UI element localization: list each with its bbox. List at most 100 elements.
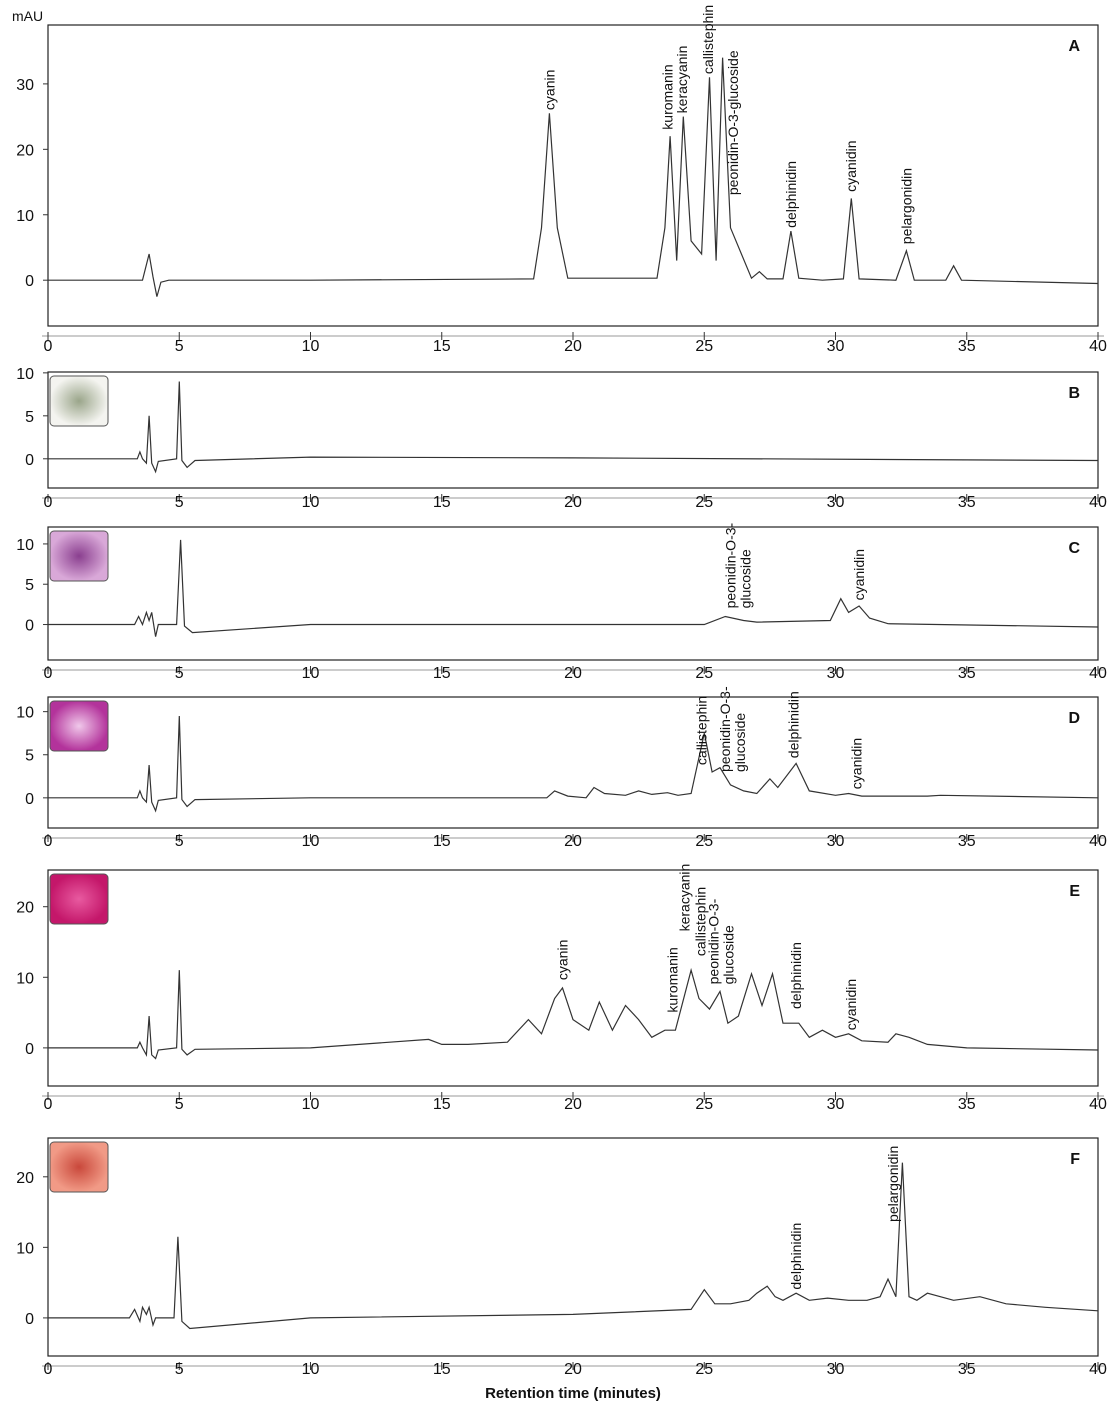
x-tick-label: 10: [302, 494, 320, 511]
peak-label: delphinidin: [788, 1223, 804, 1290]
x-tick-label: 30: [827, 665, 845, 682]
peak-label: pelargonidin: [885, 1146, 901, 1222]
x-tick-label: 15: [433, 665, 451, 682]
panel-letter: F: [1070, 1151, 1080, 1168]
y-tick-label: 10: [16, 537, 34, 554]
flower-thumbnail: [50, 531, 108, 581]
chromatogram-trace: [48, 970, 1098, 1058]
peak-label: delphinidin: [786, 691, 802, 758]
peak-label: keracyanin: [677, 864, 693, 932]
flower-thumbnail: [50, 1142, 108, 1192]
chromatogram-trace: [48, 382, 1098, 472]
x-tick-label: 0: [44, 665, 53, 682]
peak-label: cyanidin: [851, 549, 867, 600]
panel-letter: B: [1068, 385, 1080, 402]
peak-label: glucoside: [720, 925, 736, 984]
x-tick-label: 40: [1089, 833, 1107, 850]
y-tick-label: 20: [16, 142, 34, 159]
plot-frame: [48, 25, 1098, 326]
x-tick-label: 10: [302, 1096, 320, 1113]
x-tick-label: 5: [175, 665, 184, 682]
plot-frame: [48, 527, 1098, 660]
x-tick-label: 20: [564, 833, 582, 850]
x-tick-label: 0: [44, 338, 53, 355]
x-tick-label: 5: [175, 833, 184, 850]
y-tick-label: 5: [25, 409, 34, 426]
peak-label: peonidin-O-3-: [723, 522, 739, 608]
x-tick-label: 10: [302, 665, 320, 682]
y-tick-label: 30: [16, 77, 34, 94]
x-tick-label: 10: [302, 1361, 320, 1378]
peak-label: kuromanin: [665, 947, 681, 1012]
x-tick-label: 5: [175, 494, 184, 511]
x-tick-label: 25: [695, 1096, 713, 1113]
x-tick-label: 25: [695, 665, 713, 682]
x-tick-label: 5: [175, 338, 184, 355]
peak-label: cyanidin: [843, 979, 859, 1030]
chromatogram-trace: [48, 1163, 1098, 1329]
x-tick-label: 0: [44, 1361, 53, 1378]
x-tick-label: 25: [695, 1361, 713, 1378]
panel-letter: E: [1069, 883, 1080, 900]
peak-label: cyanidin: [843, 140, 859, 191]
x-tick-label: 35: [958, 338, 976, 355]
x-tick-label: 30: [827, 1096, 845, 1113]
peak-label: peonidin-O-3-glucoside: [725, 50, 741, 195]
peak-label: callistephin: [700, 5, 716, 74]
x-tick-label: 40: [1089, 1096, 1107, 1113]
x-tick-label: 35: [958, 494, 976, 511]
x-tick-label: 15: [433, 494, 451, 511]
peak-label: cyanin: [541, 70, 557, 110]
chromatogram-trace: [48, 540, 1098, 637]
peak-label: cyanin: [555, 940, 571, 980]
plot-frame: [48, 870, 1098, 1086]
x-tick-label: 5: [175, 1096, 184, 1113]
x-tick-label: 35: [958, 833, 976, 850]
x-tick-label: 25: [695, 494, 713, 511]
panel-letter: D: [1068, 710, 1080, 727]
y-tick-label: 0: [25, 618, 34, 635]
y-tick-label: 20: [16, 1170, 34, 1187]
peak-label: glucoside: [732, 713, 748, 772]
y-tick-label: 0: [25, 791, 34, 808]
y-tick-label: 10: [16, 366, 34, 383]
y-axis-label: mAU: [12, 8, 43, 24]
x-tick-label: 15: [433, 1096, 451, 1113]
y-tick-label: 10: [16, 970, 34, 987]
x-tick-label: 15: [433, 338, 451, 355]
x-tick-label: 35: [958, 665, 976, 682]
x-tick-label: 0: [44, 494, 53, 511]
panel-letter: C: [1068, 540, 1080, 557]
peak-label: glucoside: [738, 549, 754, 608]
x-tick-label: 15: [433, 833, 451, 850]
peak-label: delphinidin: [788, 942, 804, 1009]
plot-frame: [48, 697, 1098, 828]
y-tick-label: 10: [16, 705, 34, 722]
x-tick-label: 5: [175, 1361, 184, 1378]
peak-label: keracyanin: [674, 46, 690, 114]
plot-frame: [48, 372, 1098, 488]
x-tick-label: 10: [302, 338, 320, 355]
y-tick-label: 5: [25, 748, 34, 765]
x-tick-label: 20: [564, 1361, 582, 1378]
x-tick-label: 35: [958, 1361, 976, 1378]
x-tick-label: 0: [44, 833, 53, 850]
y-tick-label: 20: [16, 900, 34, 917]
plot-frame: [48, 1138, 1098, 1356]
y-tick-label: 0: [25, 1311, 34, 1328]
x-tick-label: 30: [827, 338, 845, 355]
flower-thumbnail: [50, 701, 108, 751]
x-axis-label: Retention time (minutes): [485, 1385, 661, 1402]
peak-label: peonidin-O-3-: [705, 898, 721, 984]
y-tick-label: 0: [25, 273, 34, 290]
peak-label: pelargonidin: [898, 168, 914, 244]
x-tick-label: 0: [44, 1096, 53, 1113]
x-tick-label: 40: [1089, 494, 1107, 511]
x-tick-label: 30: [827, 833, 845, 850]
figure: 05101520253035400102030AmAUcyaninkuroman…: [0, 0, 1115, 1402]
x-tick-label: 10: [302, 833, 320, 850]
x-tick-label: 40: [1089, 1361, 1107, 1378]
y-tick-label: 5: [25, 577, 34, 594]
page: 05101520253035400102030AmAUcyaninkuroman…: [0, 0, 1115, 1402]
peak-label: delphinidin: [783, 161, 799, 228]
